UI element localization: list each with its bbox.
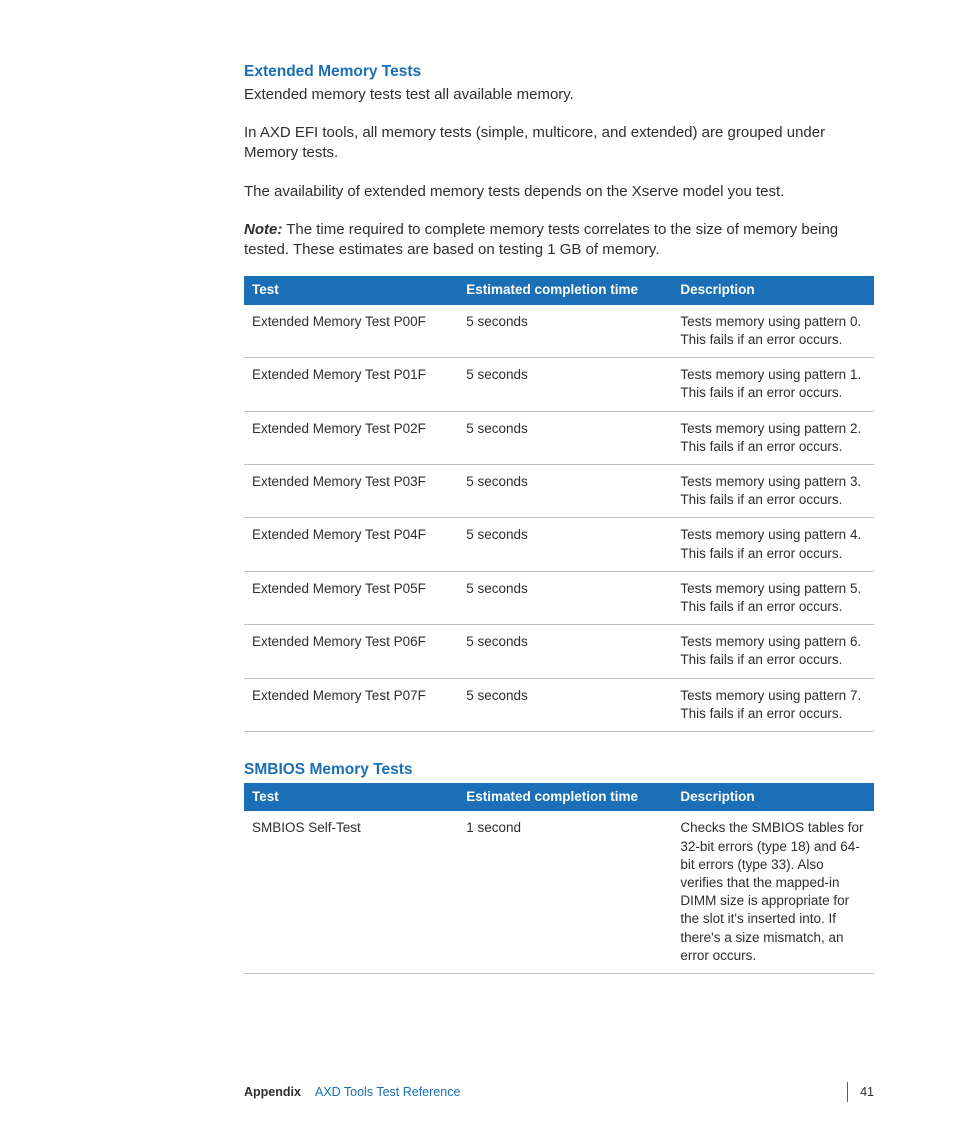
col-test: Test (244, 783, 458, 811)
table-row: Extended Memory Test P03F5 secondsTests … (244, 464, 874, 517)
cell-time: 5 seconds (458, 571, 672, 624)
smbios-memory-tests-table: Test Estimated completion time Descripti… (244, 783, 874, 974)
cell-time: 1 second (458, 811, 672, 973)
cell-time: 5 seconds (458, 464, 672, 517)
extended-memory-tests-table: Test Estimated completion time Descripti… (244, 276, 874, 732)
table-row: Extended Memory Test P02F5 secondsTests … (244, 411, 874, 464)
table-row: Extended Memory Test P05F5 secondsTests … (244, 571, 874, 624)
cell-test: Extended Memory Test P04F (244, 518, 458, 571)
cell-desc: Tests memory using pattern 2. This fails… (672, 411, 874, 464)
cell-test: Extended Memory Test P02F (244, 411, 458, 464)
table-header-row: Test Estimated completion time Descripti… (244, 783, 874, 811)
footer-separator (847, 1082, 848, 1102)
cell-test: Extended Memory Test P07F (244, 678, 458, 731)
note: Note: The time required to complete memo… (244, 220, 874, 261)
table-row: Extended Memory Test P04F5 secondsTests … (244, 518, 874, 571)
cell-time: 5 seconds (458, 358, 672, 411)
cell-time: 5 seconds (458, 678, 672, 731)
cell-test: Extended Memory Test P06F (244, 625, 458, 678)
table-row: SMBIOS Self-Test1 secondChecks the SMBIO… (244, 811, 874, 973)
footer-title: AXD Tools Test Reference (315, 1084, 460, 1101)
cell-desc: Tests memory using pattern 6. This fails… (672, 625, 874, 678)
table-header-row: Test Estimated completion time Descripti… (244, 276, 874, 304)
cell-time: 5 seconds (458, 411, 672, 464)
col-desc: Description (672, 276, 874, 304)
cell-time: 5 seconds (458, 518, 672, 571)
paragraph: The availability of extended memory test… (244, 182, 874, 202)
cell-time: 5 seconds (458, 625, 672, 678)
paragraph: Extended memory tests test all available… (244, 85, 874, 105)
cell-desc: Tests memory using pattern 5. This fails… (672, 571, 874, 624)
table-row: Extended Memory Test P06F5 secondsTests … (244, 625, 874, 678)
cell-test: Extended Memory Test P03F (244, 464, 458, 517)
note-label: Note: (244, 221, 282, 238)
paragraph: In AXD EFI tools, all memory tests (simp… (244, 123, 874, 164)
page-number: 41 (860, 1084, 874, 1101)
col-test: Test (244, 276, 458, 304)
col-time: Estimated completion time (458, 783, 672, 811)
section-heading-extended: Extended Memory Tests (244, 62, 874, 83)
table-row: Extended Memory Test P00F5 secondsTests … (244, 305, 874, 358)
cell-test: Extended Memory Test P05F (244, 571, 458, 624)
cell-desc: Checks the SMBIOS tables for 32-bit erro… (672, 811, 874, 973)
cell-test: Extended Memory Test P00F (244, 305, 458, 358)
footer-appendix-label: Appendix (244, 1084, 301, 1101)
cell-test: SMBIOS Self-Test (244, 811, 458, 973)
table-row: Extended Memory Test P01F5 secondsTests … (244, 358, 874, 411)
table-row: Extended Memory Test P07F5 secondsTests … (244, 678, 874, 731)
cell-desc: Tests memory using pattern 1. This fails… (672, 358, 874, 411)
cell-test: Extended Memory Test P01F (244, 358, 458, 411)
cell-desc: Tests memory using pattern 4. This fails… (672, 518, 874, 571)
col-desc: Description (672, 783, 874, 811)
note-body: The time required to complete memory tes… (244, 221, 838, 258)
cell-desc: Tests memory using pattern 7. This fails… (672, 678, 874, 731)
cell-desc: Tests memory using pattern 3. This fails… (672, 464, 874, 517)
col-time: Estimated completion time (458, 276, 672, 304)
cell-time: 5 seconds (458, 305, 672, 358)
page-footer: Appendix AXD Tools Test Reference 41 (244, 1082, 874, 1102)
section-heading-smbios: SMBIOS Memory Tests (244, 760, 874, 781)
cell-desc: Tests memory using pattern 0. This fails… (672, 305, 874, 358)
